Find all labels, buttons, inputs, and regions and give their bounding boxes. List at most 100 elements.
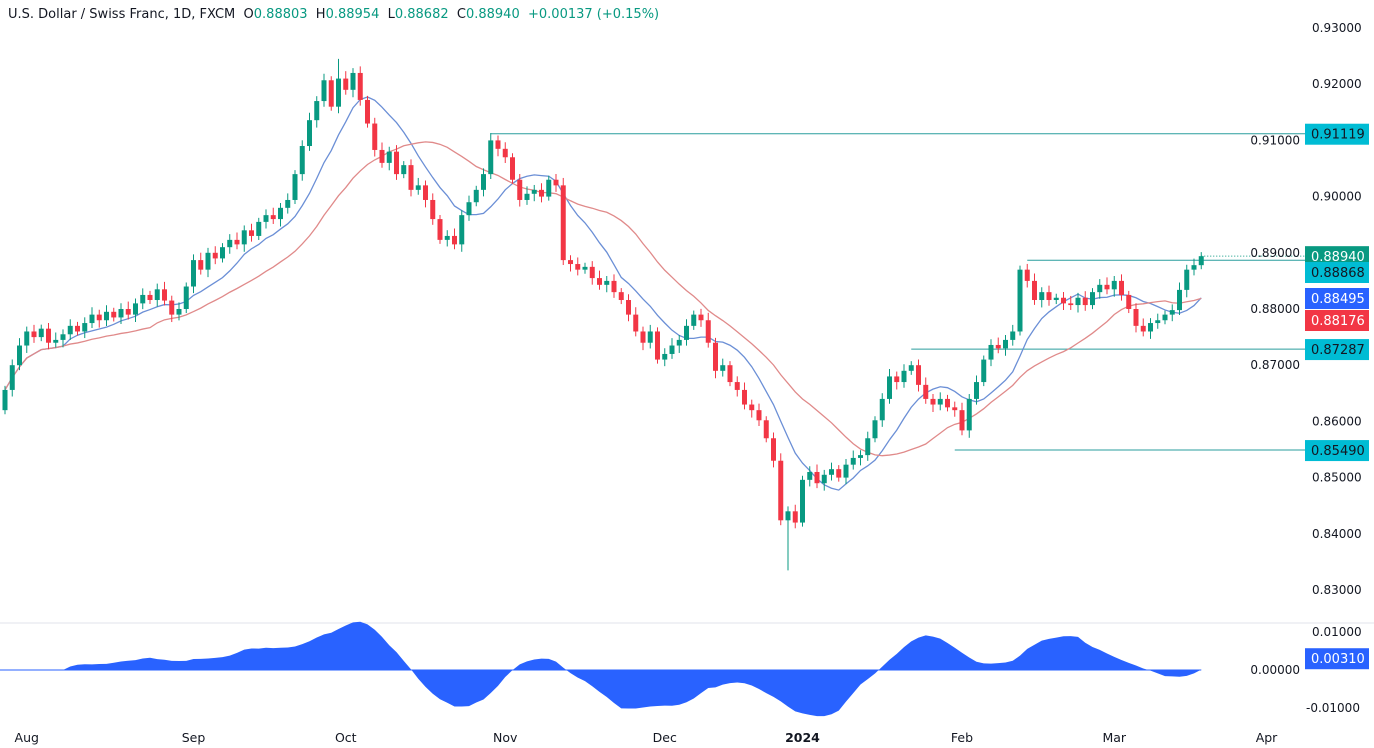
candle xyxy=(662,348,668,367)
candle xyxy=(916,359,921,392)
candle xyxy=(763,416,769,443)
candle xyxy=(408,159,414,197)
candle-body xyxy=(336,78,341,107)
candle-body xyxy=(270,215,276,220)
candle xyxy=(879,393,885,427)
candle xyxy=(314,96,320,128)
candle-body xyxy=(38,328,44,338)
candle xyxy=(539,183,544,203)
candle xyxy=(379,142,385,168)
candle-body xyxy=(937,398,943,405)
candle-body xyxy=(452,235,457,245)
fast-ma-line xyxy=(4,96,1202,491)
candle xyxy=(350,68,356,98)
candle-body xyxy=(307,120,312,147)
candle-body xyxy=(9,365,15,390)
candle-body xyxy=(1169,310,1175,315)
osc-tick-label: 0.01000 xyxy=(1312,625,1362,639)
price-label-text: 0.85490 xyxy=(1311,444,1365,459)
candle xyxy=(1191,258,1197,276)
candle xyxy=(1133,303,1139,333)
candle-body xyxy=(1097,284,1103,293)
low-label: L xyxy=(387,7,395,22)
candle xyxy=(684,319,689,346)
candle-body xyxy=(60,334,66,340)
candle-body xyxy=(169,300,175,315)
candle-body xyxy=(220,247,225,259)
osc-label-text: 0.00310 xyxy=(1311,652,1365,667)
candle xyxy=(843,458,849,485)
candle-body xyxy=(1119,280,1124,295)
candle-body xyxy=(966,398,972,431)
candle xyxy=(1039,287,1045,308)
candle-body xyxy=(655,331,660,360)
candle xyxy=(125,301,131,320)
candle-body xyxy=(82,323,88,332)
candle xyxy=(473,185,479,207)
candle xyxy=(814,464,820,489)
candle xyxy=(1104,277,1110,295)
candle-body xyxy=(836,469,842,478)
candle xyxy=(640,326,646,351)
candle xyxy=(430,193,436,225)
price-axis: 0.93000 0.92000 0.91000 0.90000 0.89000 0.880… xyxy=(1250,21,1361,597)
candle-body xyxy=(720,365,726,371)
candle-body xyxy=(901,370,907,383)
osc-tick-label: -0.01000 xyxy=(1306,701,1360,715)
candle xyxy=(582,262,588,274)
candle xyxy=(829,462,834,481)
price-label-level: 0.87287 xyxy=(1305,339,1369,361)
time-tick-label: Apr xyxy=(1256,730,1278,745)
candle xyxy=(183,282,189,314)
candle-body xyxy=(792,511,798,523)
candle xyxy=(1198,252,1204,270)
candle-body xyxy=(147,294,153,301)
candle-body xyxy=(669,345,675,354)
candle-body xyxy=(1140,325,1146,332)
slow-ma-line xyxy=(4,141,1202,457)
price-label-last: 0.88940 xyxy=(1305,246,1369,268)
candle-body xyxy=(865,438,871,456)
price-tick-label: 0.84000 xyxy=(1312,527,1362,541)
candle-body xyxy=(894,376,900,383)
candle-body xyxy=(510,157,515,180)
candle-body xyxy=(952,407,958,411)
candle-body xyxy=(974,382,979,399)
candle-body xyxy=(742,389,747,405)
candle-body xyxy=(1039,292,1045,301)
candle-body xyxy=(1053,297,1059,301)
candle xyxy=(901,364,907,388)
candle-body xyxy=(466,202,472,216)
candle xyxy=(82,317,88,339)
price-tick-label: 0.91000 xyxy=(1250,133,1300,147)
candle-body xyxy=(502,148,508,158)
candle xyxy=(691,310,697,330)
candle xyxy=(249,223,254,242)
candle-body xyxy=(597,278,602,285)
osc-tick-label: 0.00000 xyxy=(1250,663,1300,677)
candle-body xyxy=(46,328,51,343)
candle-body xyxy=(843,464,849,478)
candle-body xyxy=(423,185,428,200)
price-tick-label: 0.90000 xyxy=(1312,190,1362,204)
price-label-level: 0.85490 xyxy=(1305,440,1369,462)
price-label-slow: 0.88176 xyxy=(1305,310,1369,331)
oscillator-pane xyxy=(0,621,1202,717)
price-label-text: 0.88495 xyxy=(1311,292,1365,307)
candle xyxy=(618,288,624,305)
candle-body xyxy=(314,101,320,121)
oscillator-area xyxy=(5,621,1202,717)
candle-body xyxy=(17,345,22,366)
candle xyxy=(17,338,22,371)
time-tick-label: Oct xyxy=(335,730,357,745)
candle xyxy=(560,177,566,265)
candle-body xyxy=(785,511,791,521)
candle xyxy=(169,295,175,323)
candle xyxy=(299,140,305,181)
candle-body xyxy=(698,314,704,321)
candle-body xyxy=(198,260,204,270)
candle xyxy=(46,322,51,350)
candle-body xyxy=(553,179,559,186)
candle xyxy=(1082,291,1088,311)
